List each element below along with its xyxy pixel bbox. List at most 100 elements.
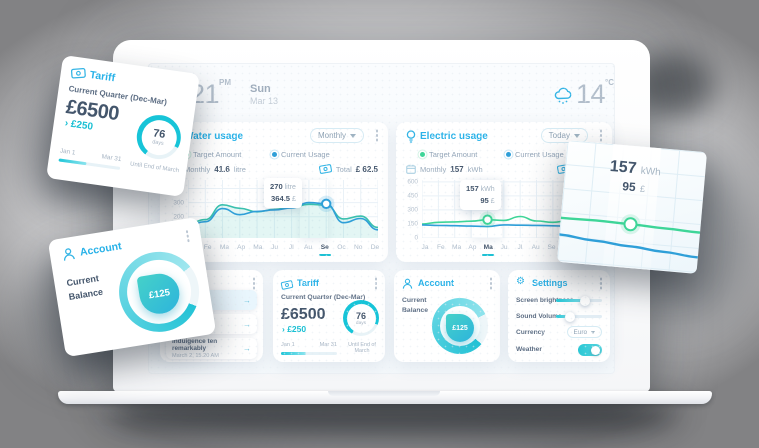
y-tick: 200	[173, 213, 184, 221]
zoom-chart	[558, 214, 702, 259]
notification-time: March 2, 15.20 AM	[172, 353, 219, 359]
tariff-end: Mar 31	[319, 342, 337, 348]
notification-text-block: Indulgence ten remarkably March 2, 15.20…	[172, 338, 243, 359]
electric-y-axis: 600 450 300 150 0	[400, 178, 418, 241]
brightness-slider[interactable]	[556, 295, 602, 306]
tariff-end: Mar 31	[101, 153, 122, 164]
x-tick[interactable]: Ma	[481, 244, 495, 256]
period-label: Monthly	[184, 164, 211, 174]
label-line: Current	[402, 297, 427, 304]
x-tick[interactable]: Jl	[288, 244, 294, 251]
tariff-icon	[69, 65, 86, 85]
water-card-menu-icon[interactable]	[375, 134, 378, 137]
account-title: Account	[79, 240, 123, 259]
weather-icon	[553, 87, 573, 110]
y-tick: 150	[407, 220, 418, 228]
electric-legend-target[interactable]: Target Amount	[420, 150, 477, 159]
setting-label: Screen brightness	[516, 297, 574, 304]
x-tick[interactable]: No	[353, 244, 363, 251]
y-tick: 600	[407, 178, 418, 186]
x-tick[interactable]: Ma	[219, 244, 230, 251]
y-tick: 450	[407, 192, 418, 200]
tariff-title: Tariff	[88, 68, 116, 85]
x-tick[interactable]: Ap	[237, 244, 246, 251]
x-tick[interactable]: De	[370, 244, 380, 251]
floating-tariff-card: Tariff Current Quarter (Dec-Mar) £6500 ›…	[46, 55, 200, 197]
bulb-icon	[406, 130, 416, 148]
electric-range-value: Today	[548, 131, 570, 140]
temperature-unit: °C	[605, 78, 615, 87]
water-plot[interactable]: 270 litre 364.5 £	[187, 178, 379, 238]
x-tick[interactable]: Ju	[500, 244, 508, 251]
person-icon	[402, 277, 413, 295]
day-label: Sun	[250, 83, 271, 95]
water-range-value: Monthly	[317, 131, 346, 140]
electric-plot[interactable]: 157 kWh 95 £	[421, 180, 603, 239]
period-label: Monthly	[420, 164, 447, 174]
setting-label: Sound Volume	[516, 313, 562, 320]
x-tick[interactable]: Se	[547, 244, 556, 251]
x-tick[interactable]: Fe	[436, 244, 445, 251]
x-tick[interactable]: Jl	[517, 244, 523, 251]
laptop-base	[58, 391, 712, 404]
clock-meridiem: PM	[219, 78, 232, 87]
weather-toggle[interactable]	[578, 344, 602, 356]
electric-card-menu-icon[interactable]	[599, 134, 602, 137]
x-tick[interactable]: Ju	[271, 244, 279, 251]
x-tick[interactable]: Oc	[337, 244, 346, 251]
water-chart[interactable]	[187, 180, 379, 238]
zoom-unit: kWh	[640, 165, 662, 179]
days-value: 76	[355, 310, 366, 321]
electric-legend-current[interactable]: Current Usage	[506, 150, 564, 159]
water-legend-target[interactable]: Target Amount	[184, 150, 241, 159]
currency-dropdown[interactable]: Euro	[566, 326, 602, 338]
total-value: £ 62.5	[355, 164, 378, 174]
floating-account-card: Account Current Balance £125	[47, 216, 217, 358]
tariff-menu-icon[interactable]	[374, 282, 377, 285]
water-range-dropdown[interactable]: Monthly	[309, 128, 364, 143]
caret-down-icon	[350, 133, 356, 138]
volume-slider[interactable]	[556, 311, 602, 322]
water-x-axis: JaFeMaApMaJuJlAuSeOcNoDe	[184, 244, 382, 256]
balance-badge: £125	[446, 314, 474, 342]
label-line: Current	[65, 273, 100, 289]
slider-thumb[interactable]	[564, 311, 575, 322]
notifications-menu-icon[interactable]	[252, 282, 255, 285]
arrow-right-icon: →	[243, 295, 251, 305]
radio-icon	[420, 152, 425, 157]
x-tick[interactable]: Au	[303, 244, 313, 251]
zoom-price: 95	[621, 179, 637, 195]
tariff-card: Tariff Current Quarter (Dec-Mar) £6500 ›…	[273, 270, 385, 362]
x-tick[interactable]: Au	[531, 244, 540, 251]
slider-thumb[interactable]	[579, 295, 590, 306]
label-line: Balance	[68, 287, 104, 303]
water-legend-current[interactable]: Current Usage	[272, 150, 330, 159]
settings-menu-icon[interactable]	[599, 282, 602, 285]
gear-icon: ⚙	[516, 276, 525, 287]
period-unit: litre	[233, 164, 246, 174]
tooltip-value: 157	[466, 184, 479, 193]
setting-label: Weather	[516, 346, 542, 353]
water-tooltip: 270 litre 364.5 £	[264, 178, 302, 209]
x-tick[interactable]: Ma	[253, 244, 263, 251]
account-menu-icon[interactable]	[489, 282, 492, 285]
tooltip-price: 364.5	[271, 194, 291, 204]
tariff-amount: £6500	[281, 306, 326, 323]
tooltip-value: 270	[270, 182, 283, 191]
tariff-title: Tariff	[297, 278, 319, 288]
x-tick[interactable]: Ja	[421, 244, 429, 251]
slider-fill	[556, 315, 570, 318]
tariff-days-gauge: 76 days	[133, 112, 184, 162]
calendar-icon	[406, 164, 416, 174]
x-tick[interactable]: Ma	[452, 244, 462, 251]
tariff-footnote: Until End of March	[348, 342, 376, 354]
electric-range-dropdown[interactable]: Today	[540, 128, 588, 143]
electric-period-info: Monthly 157 kWh	[406, 164, 483, 174]
x-tick[interactable]: Ap	[468, 244, 477, 251]
x-tick[interactable]: Fe	[203, 244, 212, 251]
account-menu-icon[interactable]	[186, 234, 189, 238]
currency-value: Euro	[573, 328, 588, 336]
notification-item[interactable]: Indulgence ten remarkably March 2, 15.20…	[166, 338, 257, 359]
tooltip-unit: kWh	[480, 186, 495, 193]
x-tick[interactable]: Se	[318, 244, 332, 256]
